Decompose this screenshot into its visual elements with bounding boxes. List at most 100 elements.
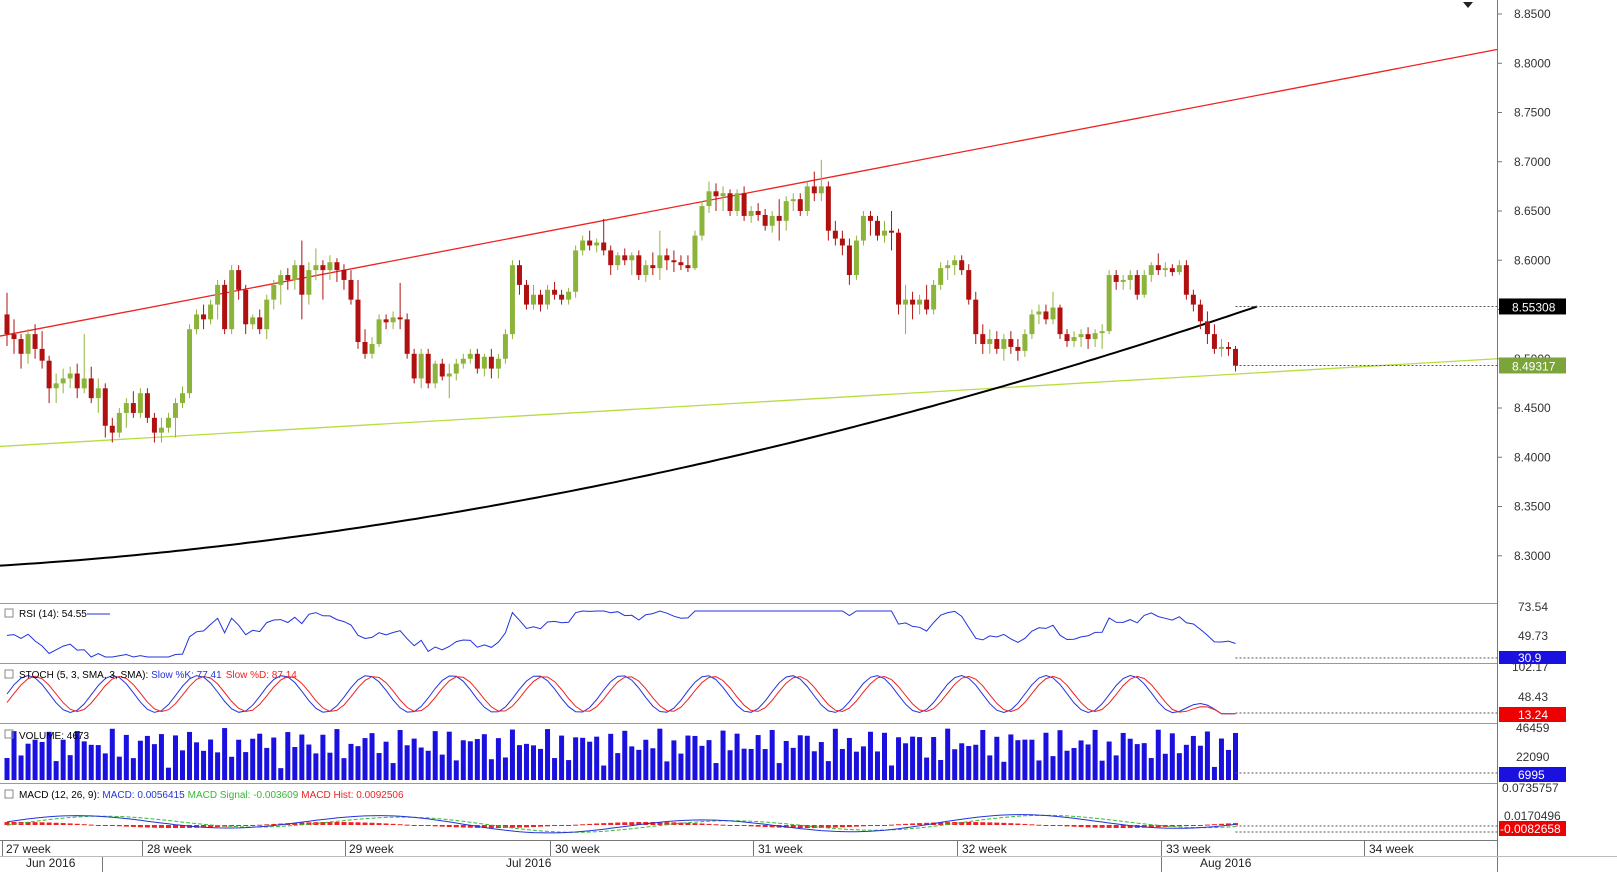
volume-bar <box>867 731 873 780</box>
volume-bar <box>369 733 375 780</box>
scroll-down-icon[interactable] <box>1463 2 1473 8</box>
macd-hist-bar <box>1233 823 1238 825</box>
candle <box>804 181 810 216</box>
candle-body <box>987 339 993 344</box>
candle <box>1064 329 1070 347</box>
price-tick-label: 8.7500 <box>1514 106 1551 120</box>
price-tick-label: 8.4000 <box>1514 450 1551 464</box>
candle <box>1148 262 1154 282</box>
candle-body <box>397 317 403 320</box>
stoch-k-line <box>6 674 1236 715</box>
candle-body <box>1022 334 1028 351</box>
macd-hist-bar <box>1204 824 1210 826</box>
candle <box>896 228 902 315</box>
candle <box>53 373 59 404</box>
volume-bar <box>397 730 403 780</box>
candle-body <box>1092 333 1098 340</box>
volume-bar <box>720 730 726 780</box>
candle <box>495 353 501 379</box>
volume-bar <box>538 748 544 780</box>
volume-panel <box>4 728 1497 780</box>
volume-bar <box>439 754 445 780</box>
candle <box>1106 270 1112 335</box>
volume-bar <box>748 748 754 780</box>
volume-bar <box>1113 755 1119 780</box>
candle <box>952 255 958 276</box>
candle <box>1197 299 1203 330</box>
macd-hist-bar <box>1218 823 1224 825</box>
candle-body <box>664 255 670 261</box>
candle <box>257 309 263 335</box>
candle <box>285 268 291 290</box>
volume-bar <box>790 747 796 780</box>
candle-body <box>488 356 494 369</box>
candle-body <box>741 193 747 216</box>
volume-bar <box>425 750 431 780</box>
macd-hist-bar <box>116 825 122 827</box>
candle <box>706 181 712 213</box>
macd-tick-lower: 0.0170496 <box>1504 809 1561 823</box>
macd-hist-bar <box>460 825 466 828</box>
candle <box>629 252 635 276</box>
volume-bar <box>180 750 185 780</box>
candle-body <box>327 262 333 271</box>
macd-hist-bar <box>966 821 972 825</box>
volume-bar <box>11 731 17 780</box>
stoch-badge: 13.24 <box>1499 707 1566 722</box>
volume-bar <box>903 743 909 780</box>
candle-body <box>299 265 305 295</box>
candle <box>727 189 733 216</box>
candle <box>1050 291 1056 325</box>
candle-body <box>1085 334 1091 340</box>
candle <box>481 353 487 377</box>
macd-hist-bar <box>601 823 607 825</box>
volume-bar <box>1162 753 1168 780</box>
macd-hist-bar <box>250 825 256 826</box>
candle <box>790 193 796 211</box>
candle-body <box>411 353 417 379</box>
macd-hist-bar <box>580 824 586 826</box>
candle-body <box>903 299 909 305</box>
volume-bar <box>74 731 80 780</box>
rsi-close-icon[interactable] <box>4 608 14 618</box>
candle <box>938 262 944 290</box>
volume-bar <box>81 741 87 780</box>
volume-bar <box>348 743 354 780</box>
candle-body <box>559 294 565 300</box>
trendlines[interactable] <box>0 48 1498 448</box>
candle-body <box>867 215 873 221</box>
macd-hist-bar <box>685 822 691 825</box>
candle-body <box>4 314 10 335</box>
stoch-title-text: STOCH (5, 3, SMA, 3, SMA): Slow %K: 77.4… <box>19 670 297 681</box>
macd-hist-bar <box>552 825 558 826</box>
macd-hist-bar <box>523 825 529 828</box>
stoch-close-icon[interactable] <box>4 669 14 679</box>
volume-close-icon[interactable] <box>4 729 14 739</box>
macd-hist-bar <box>713 824 719 826</box>
macd-hist-bar <box>987 822 993 825</box>
candle <box>608 245 614 276</box>
price-tick-label: 8.8000 <box>1514 56 1551 70</box>
candle-body <box>1211 334 1217 349</box>
macd-hist-bar <box>271 823 277 825</box>
stoch-panel <box>6 674 1497 715</box>
candle-body <box>931 284 937 310</box>
candle <box>1127 270 1133 290</box>
candle-body <box>706 191 712 207</box>
macd-hist-bar <box>432 825 438 827</box>
candle <box>1162 262 1168 277</box>
candle <box>580 235 586 256</box>
macd-hist-bar <box>320 822 326 825</box>
volume-bar <box>1015 740 1021 780</box>
macd-close-icon[interactable] <box>4 789 14 799</box>
candle-body <box>727 193 733 211</box>
macd-hist-bar <box>411 825 417 826</box>
candle <box>531 284 536 310</box>
candle-body <box>523 284 529 305</box>
macd-hist-bar <box>1092 825 1098 828</box>
macd-hist-bar <box>369 822 375 825</box>
time-axis: 27 week 28 week 29 week 30 week 31 week … <box>2 841 1415 872</box>
candle-body <box>376 319 382 344</box>
macd-hist-bar <box>348 822 354 825</box>
